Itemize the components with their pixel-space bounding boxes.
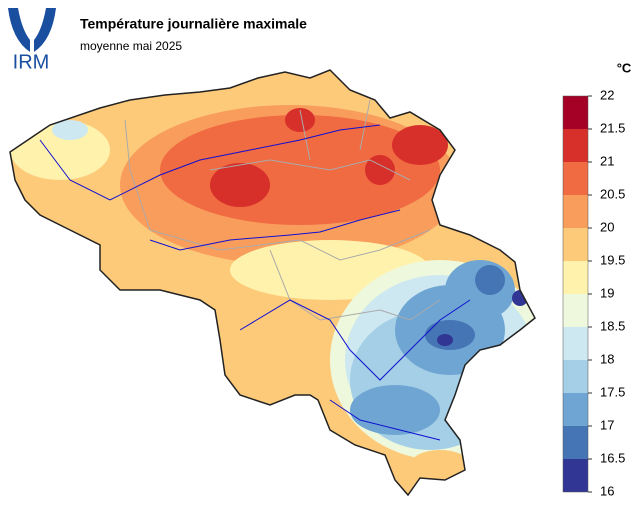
legend-tick-label: 16.5: [600, 450, 625, 465]
legend-bin: [563, 393, 588, 426]
legend-unit: °C: [617, 60, 632, 75]
legend-tick-label: 17.5: [600, 384, 625, 399]
logo: IRM: [8, 8, 56, 73]
legend-bin: [563, 294, 588, 327]
legend-bin: [563, 459, 588, 492]
legend-tick-label: 19.5: [600, 252, 625, 267]
legend-tick-label: 20.5: [600, 186, 625, 201]
legend-bin: [563, 327, 588, 360]
legend-tick-label: 21.5: [600, 120, 625, 135]
legend-tick-label: 21: [600, 153, 614, 168]
legend-tick-label: 18: [600, 351, 614, 366]
legend: 22 21.5 21 20.5 20 19.5 19 18.5 18 17.5 17 16.5 16: [562, 87, 625, 498]
legend-tick-label: 20: [600, 219, 614, 234]
legend-bin: [563, 228, 588, 261]
rivers: [39, 124, 471, 441]
legend-tick-label: 16: [600, 483, 614, 498]
legend-tick-label: 18.5: [600, 318, 625, 333]
legend-bin: [563, 426, 588, 459]
legend-tick-label: 17: [600, 417, 614, 432]
logo-text: IRM: [13, 51, 50, 73]
title: Température journalière maximale: [80, 16, 307, 32]
subtitle: moyenne mai 2025: [80, 39, 182, 53]
country-outline: [9, 69, 536, 497]
legend-bin: [563, 96, 588, 129]
province-borders: [124, 99, 441, 321]
legend-bin: [563, 129, 588, 162]
legend-bin: [563, 195, 588, 228]
legend-bin: [563, 261, 588, 294]
legend-bin: [563, 360, 588, 393]
legend-tick-label: 19: [600, 285, 614, 300]
legend-bin: [563, 162, 588, 195]
temperature-field: [10, 70, 535, 495]
legend-tick-label: 22: [600, 87, 614, 102]
